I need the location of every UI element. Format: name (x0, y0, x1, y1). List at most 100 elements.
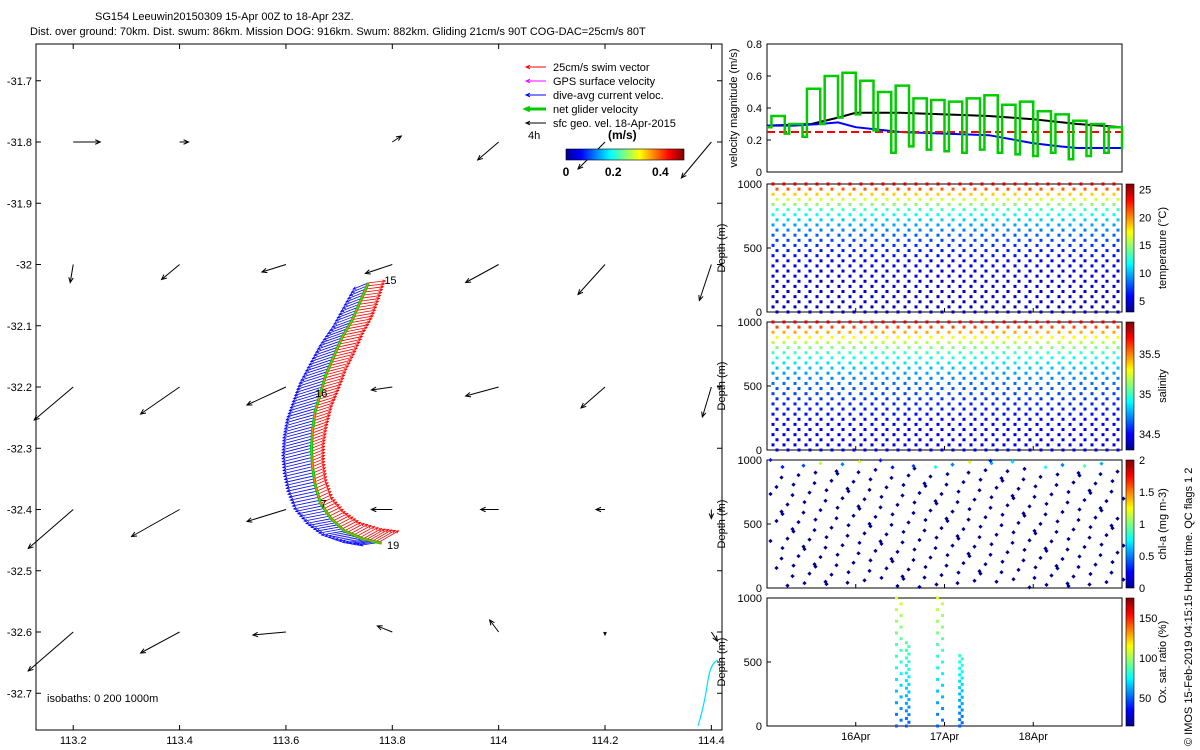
dac-vector-head (284, 483, 289, 487)
salinity-point (958, 443, 962, 447)
temperature-point (903, 274, 907, 278)
temperature-point (786, 228, 790, 232)
salinity-point (771, 371, 775, 375)
temperature-point (980, 243, 984, 247)
salinity-point (852, 325, 856, 329)
temperature-point (903, 233, 907, 237)
salinity-point (848, 351, 852, 355)
swim-vector-head (326, 414, 332, 418)
temperature-point (1035, 295, 1039, 299)
temperature-points (771, 182, 1120, 314)
swim-vector-head (363, 326, 368, 330)
chla-point (955, 499, 960, 505)
salinity-point (1079, 371, 1083, 375)
salinity-point (995, 376, 999, 380)
temperature-point (892, 202, 896, 206)
temperature-point (1006, 269, 1010, 273)
temperature-point (907, 310, 911, 314)
temperature-point (1057, 305, 1061, 309)
dac-vector (307, 359, 333, 369)
oxygen-colorbar-tick: 150 (1139, 613, 1157, 625)
salinity-point (1112, 433, 1116, 437)
swim-vector-head (333, 501, 338, 505)
salinity-point (848, 392, 852, 396)
salinity-point (1035, 340, 1039, 344)
temperature-point (896, 259, 900, 263)
salinity-point (1068, 351, 1072, 355)
chla-point (922, 528, 927, 533)
swim-vector-head (344, 512, 349, 517)
salinity-point (929, 387, 933, 391)
salinity-point (852, 438, 856, 442)
salinity-point (995, 438, 999, 442)
salinity-point (775, 325, 779, 329)
chla-point (1082, 497, 1087, 503)
temperature-point (775, 228, 779, 232)
oxygen-point (941, 695, 945, 699)
salinity-point (782, 422, 786, 426)
salinity-point (786, 397, 790, 401)
temperature-point (980, 305, 984, 309)
chla-y-tick-label: 1000 (738, 455, 762, 467)
salinity-point (929, 376, 933, 380)
swim-vector (357, 303, 378, 308)
temperature-point (984, 269, 988, 273)
temperature-point (1079, 213, 1083, 217)
temperature-point (973, 208, 977, 212)
geo-vector (140, 386, 180, 415)
salinity-point (903, 402, 907, 406)
temperature-point (1039, 187, 1043, 191)
salinity-point (826, 433, 830, 437)
chla-point (988, 552, 993, 557)
salinity-point (918, 387, 922, 391)
temperature-point (969, 213, 973, 217)
swim-vector-head (360, 332, 365, 336)
salinity-point (962, 356, 966, 360)
chla-point (1098, 506, 1103, 511)
salinity-point (1079, 330, 1083, 334)
salinity-point (881, 381, 885, 385)
temperature-point (925, 295, 929, 299)
dac-vector-head (281, 441, 286, 445)
temperature-point (918, 279, 922, 283)
temperature-point (1046, 305, 1050, 309)
chla-point (933, 498, 938, 504)
temperature-point (1112, 223, 1116, 227)
temperature-point (1039, 290, 1043, 294)
dac-vector (293, 389, 322, 399)
salinity-point (782, 361, 786, 365)
temperature-point (870, 192, 874, 196)
oxygen-point (904, 701, 908, 705)
oxygen-point (894, 712, 898, 716)
temperature-point (1094, 228, 1098, 232)
chla-y-tick-label: 0 (756, 583, 762, 595)
chla-point (999, 523, 1004, 528)
temperature-point (973, 310, 977, 314)
salinity-point (874, 356, 878, 360)
chla-point (823, 579, 828, 584)
salinity-point (1024, 443, 1028, 447)
temperature-point (863, 290, 867, 294)
salinity-point (808, 428, 812, 432)
salinity-point (819, 325, 823, 329)
temperature-point (1072, 290, 1076, 294)
salinity-point (925, 330, 929, 334)
salinity-point (995, 356, 999, 360)
temperature-point (907, 279, 911, 283)
temperature-point (1050, 228, 1054, 232)
salinity-point (896, 438, 900, 442)
salinity-point (1057, 330, 1061, 334)
temperature-point (1028, 310, 1032, 314)
salinity-point (852, 376, 856, 380)
salinity-point (863, 438, 867, 442)
salinity-point (903, 412, 907, 416)
temperature-point (775, 279, 779, 283)
temperature-point (852, 290, 856, 294)
chla-point (912, 547, 917, 552)
salinity-point (826, 402, 830, 406)
temperature-point (947, 284, 951, 288)
map-x-tick-label: 114 (490, 735, 508, 747)
salinity-point (995, 417, 999, 421)
chla-point (945, 471, 950, 477)
salinity-point (819, 428, 823, 432)
